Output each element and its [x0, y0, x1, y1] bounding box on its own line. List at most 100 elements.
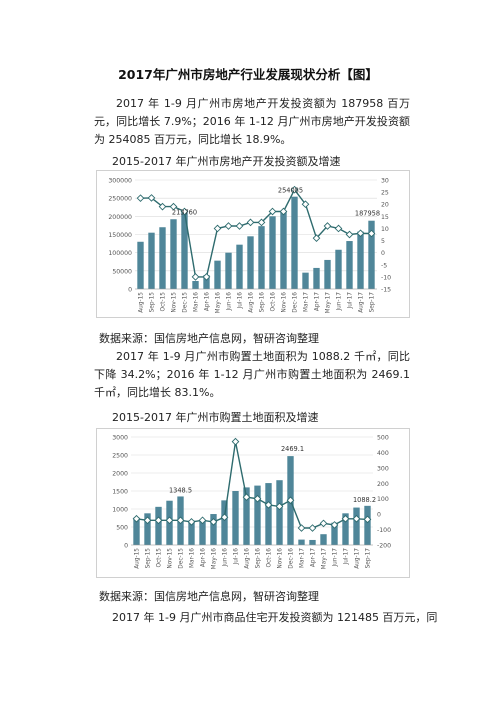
x-tick-label: Aug-15 — [139, 292, 145, 313]
x-tick-label: Mar-17 — [300, 548, 306, 568]
x-tick-label: Mar-16 — [190, 548, 196, 568]
data-label: 2469.1 — [281, 445, 304, 453]
growth-point — [242, 493, 251, 502]
x-tick-label: Mar-16 — [194, 292, 200, 312]
growth-point — [319, 519, 328, 528]
bar — [144, 513, 151, 545]
x-tick-label: Dec-15 — [179, 548, 185, 569]
bar — [291, 196, 298, 289]
x-tick-label: Dec-15 — [183, 292, 189, 313]
bar — [276, 480, 283, 545]
x-tick-label: Nov-15 — [172, 292, 178, 313]
x-tick-label: Dec-16 — [293, 292, 299, 313]
growth-point — [257, 218, 266, 227]
x-tick-label: Nov-15 — [168, 548, 174, 569]
growth-point — [202, 273, 211, 281]
growth-point — [136, 194, 145, 203]
y-right-tick-label: 25 — [381, 190, 389, 197]
growth-point — [253, 494, 262, 503]
x-tick-label: Apr-16 — [205, 292, 211, 311]
bar — [247, 236, 254, 289]
y-right-tick-label: 500 — [377, 435, 389, 442]
data-label: 254085 — [278, 187, 303, 195]
x-tick-label: Jun-16 — [223, 548, 229, 568]
bar — [346, 241, 353, 289]
page-title: 2017年广州市房地产行业发展现状分析【图】 — [118, 67, 378, 82]
bar — [155, 506, 162, 545]
x-tick-label: Jun-16 — [227, 292, 233, 312]
bar — [214, 260, 221, 289]
y-right-tick-label: 30 — [381, 178, 389, 185]
x-tick-label: Sep-17 — [370, 292, 376, 313]
growth-point — [275, 502, 284, 511]
bar — [320, 534, 327, 545]
y-left-tick-label: 2500 — [112, 453, 128, 460]
x-tick-label: Sep-17 — [366, 548, 372, 569]
y-left-tick-label: 2000 — [112, 471, 128, 478]
bar — [188, 520, 195, 545]
bar — [364, 505, 371, 545]
bar — [137, 241, 144, 289]
bar — [236, 244, 243, 289]
bar — [331, 522, 338, 545]
x-tick-label: Oct-16 — [271, 292, 277, 312]
growth-point — [154, 516, 163, 525]
x-tick-label: Aug-15 — [135, 548, 141, 569]
bar — [269, 216, 276, 289]
x-tick-label: Apr-17 — [311, 548, 317, 567]
x-tick-label: Jul-16 — [234, 548, 240, 566]
growth-point — [132, 514, 141, 523]
growth-point — [209, 518, 218, 526]
chart-land: 3000 2500 2000 1500 1000 500 0 500 400 300 200 100 0… — [96, 428, 410, 578]
x-tick-label: Aug-17 — [359, 292, 365, 313]
bar — [170, 219, 177, 289]
bar — [309, 539, 316, 545]
x-tick-label: Sep-16 — [256, 548, 262, 569]
growth-point — [158, 202, 167, 211]
growth-point — [231, 437, 240, 446]
x-tick-label: May-16 — [212, 548, 218, 570]
y-right-tick-label: 5 — [381, 238, 385, 245]
x-tick-label: Sep-15 — [146, 548, 152, 569]
growth-point — [198, 516, 207, 525]
y-left-tick-label: 3000 — [112, 435, 128, 442]
growth-point — [180, 207, 189, 216]
growth-point — [286, 496, 295, 505]
x-tick-label: Aug-16 — [249, 292, 255, 313]
y-right-tick-label: 15 — [381, 214, 389, 221]
growth-point — [312, 234, 321, 242]
bar — [353, 507, 360, 545]
data-label: 1088.2 — [353, 496, 376, 504]
x-tick-label: Oct-16 — [267, 548, 273, 568]
x-tick-label: Sep-16 — [260, 292, 266, 313]
x-tick-label: Jun-17 — [337, 292, 343, 312]
bar — [133, 517, 140, 545]
x-tick-label: Sep-15 — [150, 292, 156, 313]
data-label: 1348.5 — [169, 486, 192, 494]
growth-point — [301, 200, 310, 209]
x-tick-label: Jul-17 — [348, 292, 354, 310]
chart-caption-land: 2015-2017 年广州市购置土地面积及增速 — [112, 411, 319, 424]
chart-land-svg: 3000250020001500100050005004003002001000… — [112, 435, 391, 570]
x-tick-label: Oct-15 — [157, 548, 163, 568]
y-right-tick-label: 0 — [381, 250, 385, 257]
growth-point — [143, 516, 152, 525]
bar — [225, 252, 232, 289]
growth-point — [330, 521, 339, 529]
growth-point — [290, 185, 299, 194]
paragraph-residential: 2017 年 1-9 月广州市商品住宅开发投资额为 121485 百万元，同 — [112, 611, 438, 624]
chart-caption-investment: 2015-2017 年广州市房地产开发投资额及增速 — [112, 155, 341, 168]
growth-point — [213, 224, 222, 233]
y-left-tick-label: 500 — [116, 525, 128, 532]
y-right-tick-label: 200 — [377, 481, 389, 488]
bar — [298, 539, 305, 545]
bar — [192, 281, 199, 289]
growth-line — [136, 441, 368, 529]
y-right-tick-label: 100 — [377, 496, 389, 503]
x-tick-label: May-17 — [326, 292, 332, 314]
y-left-tick-label: 150000 — [108, 232, 132, 239]
growth-point — [176, 516, 185, 525]
growth-point — [220, 513, 229, 522]
bar — [203, 275, 210, 289]
y-right-tick-label: -200 — [377, 543, 391, 550]
